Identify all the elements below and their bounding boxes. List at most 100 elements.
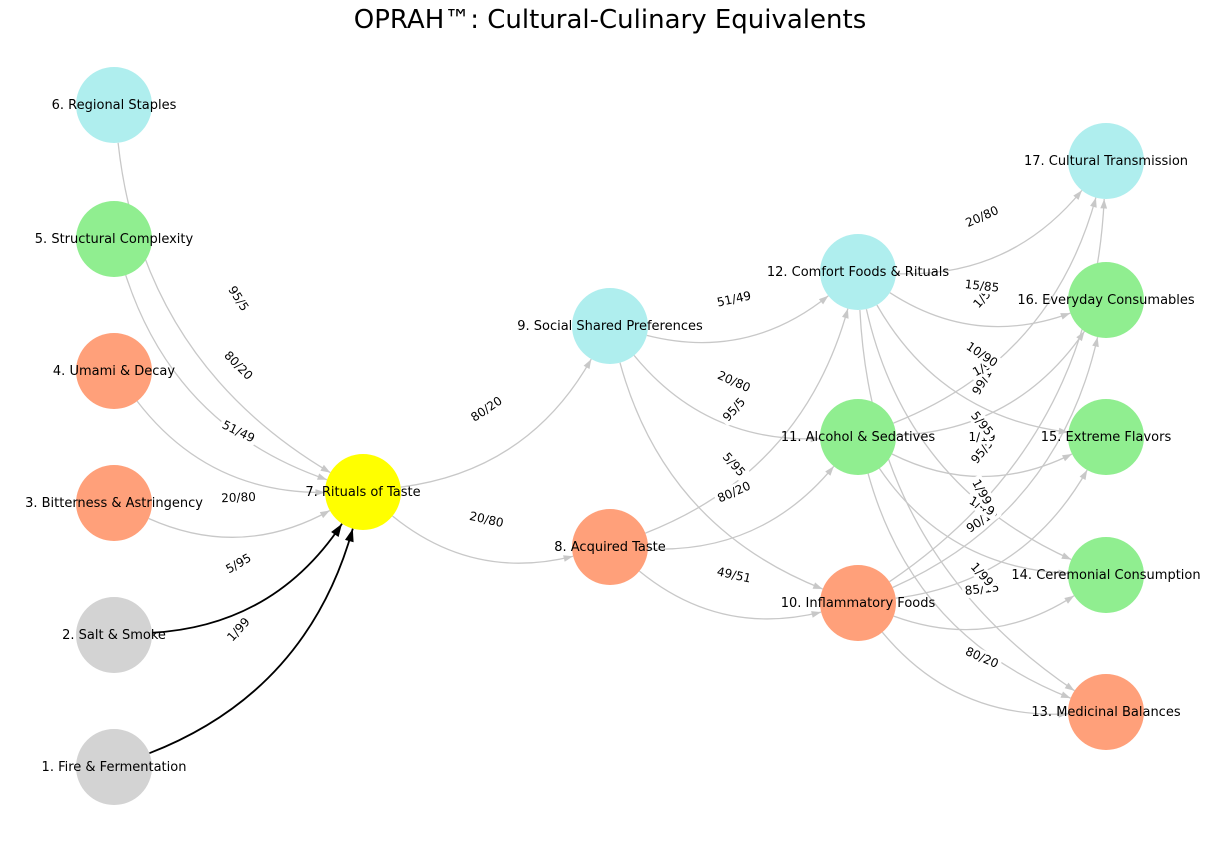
edge-label-box [966, 407, 998, 440]
graph-node-14 [1068, 537, 1144, 613]
edge-labels-layer: 1/995/9520/8051/4980/2095/520/8080/2049/… [218, 202, 1003, 672]
node-label-3: 3. Bitterness & Astringency [25, 496, 203, 511]
nodes-layer [76, 67, 1144, 805]
arrowhead-icon-10-14 [1064, 595, 1075, 604]
node-label-6: 6. Regional Staples [52, 98, 177, 113]
graph-edge-10-16 [892, 336, 1099, 589]
edge-label-box [221, 549, 256, 578]
graph-edge-6-7 [117, 142, 331, 474]
arrowhead-icon-12-15 [1058, 427, 1069, 435]
graph-edge-9-11 [633, 354, 821, 440]
edge-label-box [218, 489, 259, 506]
arrowhead-icon-11-17 [1090, 197, 1097, 208]
graph-node-12 [820, 234, 896, 310]
edge-label-3-7: 20/80 [218, 489, 259, 506]
edge-label-9-11: 20/80 [713, 367, 755, 396]
edge-label-8-10: 49/51 [713, 563, 755, 587]
graph-node-3 [76, 465, 152, 541]
arrowhead-icon-11-13 [1060, 691, 1071, 699]
edge-label-box [961, 643, 1003, 672]
node-label-15: 15. Extreme Flavors [1041, 430, 1172, 445]
graph-edge-11-13 [867, 473, 1071, 699]
edge-label-box [961, 202, 1003, 231]
arrowhead-icon-10-13 [1058, 711, 1068, 718]
node-label-5: 5. Structural Complexity [35, 232, 194, 247]
graph-edge-4-7 [136, 400, 326, 494]
node-label-7: 7. Rituals of Taste [305, 485, 420, 500]
edge-label-12-17: 20/80 [961, 202, 1003, 231]
arrowhead-icon-1-7 [345, 528, 354, 543]
edge-label-box [223, 613, 254, 646]
node-label-11: 11. Alcohol & Sedatives [781, 430, 935, 445]
edge-label-box [713, 288, 755, 310]
arrowhead-icon-12-14 [1061, 552, 1072, 560]
edge-label-box [218, 417, 259, 446]
arrowhead-icon-11-15 [1062, 454, 1072, 462]
edge-label-text: 15/85 [964, 277, 1000, 295]
arrowhead-icon-6-7 [320, 464, 331, 473]
edge-label-text: 20/80 [963, 203, 1000, 230]
edge-label-text: 20/80 [715, 368, 752, 395]
graph-node-10 [820, 565, 896, 641]
graph-edge-9-12 [646, 295, 829, 344]
edge-label-box [466, 508, 507, 531]
graph-node-17 [1068, 123, 1144, 199]
edge-label-text: 80/20 [715, 479, 752, 506]
edge-label-12-16: 15/85 [961, 276, 1003, 296]
edge-label-box [968, 365, 996, 399]
graph-edge-12-16 [889, 292, 1071, 328]
node-labels-layer: 1. Fire & Fermentation 2. Salt & Smoke 3. … [25, 98, 1201, 775]
node-label-1: 1. Fire & Fermentation [42, 760, 187, 775]
graph-edge-11-17 [893, 197, 1097, 424]
graph-edge-11-16 [895, 330, 1086, 437]
edge-label-2-7: 5/95 [221, 549, 256, 578]
edge-label-9-12: 51/49 [713, 288, 755, 310]
graph-node-6 [76, 67, 152, 143]
edge-label-7-8: 20/80 [466, 508, 507, 531]
edge-label-box [718, 393, 750, 426]
edge-label-box [968, 475, 996, 509]
graph-node-2 [76, 597, 152, 673]
edge-label-text: 51/49 [220, 418, 257, 446]
arrowhead-icon-3-7 [319, 510, 330, 519]
edge-label-box [467, 392, 506, 426]
edge-label-5-7: 80/20 [220, 347, 257, 384]
node-label-13: 13. Medicinal Balances [1031, 705, 1180, 720]
arrowhead-icon-5-7 [317, 473, 327, 480]
arrowhead-icon-7-8 [563, 555, 574, 562]
node-label-16: 16. Everyday Consumables [1017, 293, 1195, 308]
graph-node-15 [1068, 399, 1144, 475]
node-label-17: 17. Cultural Transmission [1024, 154, 1188, 169]
arrowhead-icon-10-17 [1100, 199, 1108, 209]
graph-edge-12-14 [865, 308, 1072, 561]
graph-edge-7-9 [400, 358, 592, 488]
edge-label-text: 20/80 [221, 490, 256, 505]
graph-edge-11-15 [891, 453, 1073, 478]
graph-edge-8-10 [638, 570, 822, 620]
graph-edge-12-13 [859, 309, 1075, 692]
edge-label-box [220, 347, 257, 384]
arrowhead-icon-11-14 [1058, 569, 1068, 577]
arrowhead-icon-2-7 [331, 523, 342, 537]
arrowhead-icon-8-11 [825, 466, 834, 476]
graph-node-16 [1068, 262, 1144, 338]
graph-node-9 [572, 288, 648, 364]
node-label-10: 10. Inflammatory Foods [781, 596, 936, 611]
node-label-14: 14. Ceremonial Consumption [1011, 568, 1200, 583]
edge-label-box [961, 276, 1003, 296]
node-label-4: 4. Umami & Decay [53, 364, 175, 379]
figure-title: OPRAH™: Cultural-Culinary Equivalents [353, 5, 867, 35]
edge-label-text: 80/20 [221, 348, 255, 382]
edge-label-box [713, 563, 755, 587]
graph-edge-12-15 [876, 304, 1069, 433]
edge-label-4-7: 51/49 [218, 417, 259, 446]
graph-edge-11-14 [878, 468, 1069, 574]
graph-node-11 [820, 399, 896, 475]
graph-node-5 [76, 201, 152, 277]
graph-node-8 [572, 509, 648, 585]
edges-layer [117, 142, 1108, 718]
arrowhead-icon-9-11 [810, 435, 820, 443]
edge-label-box [966, 558, 998, 591]
graph-edge-1-7 [149, 528, 354, 755]
